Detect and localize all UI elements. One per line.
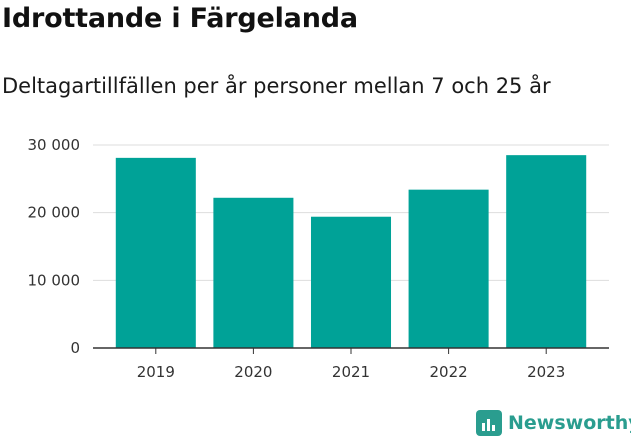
x-tick-label: 2020 [234, 363, 272, 381]
bar-2020 [213, 197, 294, 348]
y-tick-label: 20 000 [28, 204, 81, 222]
bar-2019 [115, 157, 196, 348]
bar-2021 [310, 216, 392, 348]
tick-labels: 0 10 000 20 000 30 000 2019 2020 2021 2022 2023 [28, 136, 566, 381]
x-tick-label: 2021 [332, 363, 370, 381]
y-tick-label: 30 000 [28, 136, 81, 154]
x-tick-label: 2023 [527, 363, 565, 381]
bar-chart-icon [476, 410, 502, 436]
y-tick-label: 0 [70, 339, 80, 357]
bar-2023 [506, 155, 587, 348]
axes [93, 347, 609, 354]
chart-title: Idrottande i Färgelanda [2, 3, 358, 34]
brand-name: Newsworthy [508, 412, 631, 434]
x-tick-label: 2019 [137, 363, 175, 381]
chart-subtitle: Deltagartillfällen per år personer mella… [2, 74, 551, 98]
bar-chart: 0 10 000 20 000 30 000 2019 2020 2021 2022 2023 [28, 136, 609, 381]
bar-2022 [408, 189, 489, 348]
x-tick-label: 2022 [430, 363, 468, 381]
bars [115, 155, 587, 348]
brand-logo: Newsworthy [476, 408, 631, 438]
y-tick-label: 10 000 [28, 271, 81, 289]
